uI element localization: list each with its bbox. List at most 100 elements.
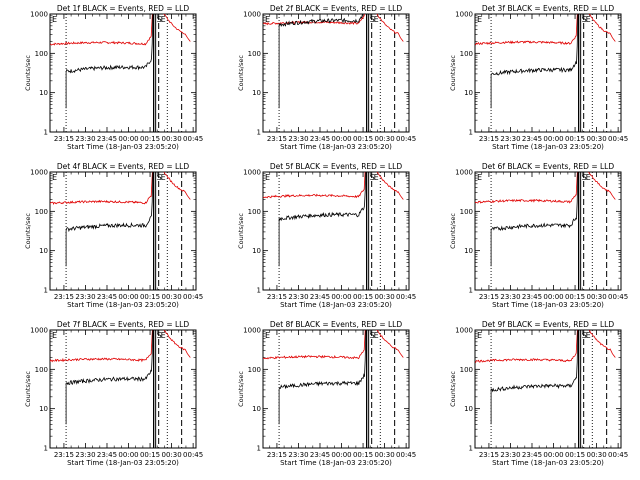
x-tick-label: 00:30 xyxy=(587,451,607,459)
panel-title: Det 3f BLACK = Events, RED = LLD xyxy=(482,4,615,13)
x-tick-label: 23:30 xyxy=(288,135,308,143)
x-axis-label: Start Time (18-Jan-03 23:05:20) xyxy=(492,143,604,151)
x-tick-label: 23:15 xyxy=(267,451,287,459)
x-axis-label: Start Time (18-Jan-03 23:05:20) xyxy=(67,459,179,467)
x-tick-label: 00:00 xyxy=(543,135,563,143)
marker-e: E xyxy=(586,331,591,340)
panel-title: Det 6f BLACK = Events, RED = LLD xyxy=(482,162,615,171)
series-events-line xyxy=(490,330,579,425)
marker-e: E xyxy=(52,173,57,182)
y-axis-label: Counts/sec xyxy=(449,55,457,91)
x-tick-label: 23:15 xyxy=(267,135,287,143)
x-tick-label: 00:45 xyxy=(608,451,628,459)
y-tick-label: 100 xyxy=(35,366,48,374)
y-axis-label: Counts/sec xyxy=(24,213,32,249)
x-tick-label: 00:15 xyxy=(353,451,373,459)
x-tick-label: 00:30 xyxy=(375,451,395,459)
series-lld-line xyxy=(475,330,578,363)
x-tick-label: 23:45 xyxy=(310,293,330,301)
x-axis-label: Start Time (18-Jan-03 23:05:20) xyxy=(280,143,392,151)
marker-e: E xyxy=(477,15,482,24)
plot-area xyxy=(50,14,191,109)
marker-e: E xyxy=(52,15,57,24)
panel-title: Det 8f BLACK = Events, RED = LLD xyxy=(270,320,403,329)
marker-s: S xyxy=(157,173,162,182)
series-lld-line xyxy=(50,14,153,46)
series-lld-tail xyxy=(163,14,191,42)
y-tick-label: 100 xyxy=(460,208,473,216)
x-tick-label: 23:15 xyxy=(479,293,499,301)
panel-title: Det 9f BLACK = Events, RED = LLD xyxy=(482,320,615,329)
plot-area xyxy=(50,330,191,425)
series-lld-tail xyxy=(376,330,404,358)
x-tick-label: 23:45 xyxy=(522,135,542,143)
marker-s: S xyxy=(370,173,375,182)
x-tick-label: 00:45 xyxy=(183,135,203,143)
marker-e: E xyxy=(265,173,270,182)
x-axis-label: Start Time (18-Jan-03 23:05:20) xyxy=(280,301,392,309)
plot-area xyxy=(263,172,404,267)
series-lld-tail xyxy=(588,14,616,42)
x-tick-label: 00:00 xyxy=(118,451,138,459)
plot-frame xyxy=(474,329,622,449)
series-lld-line xyxy=(263,330,366,360)
x-tick-label: 23:15 xyxy=(54,451,74,459)
marker-e: E xyxy=(374,15,379,24)
y-tick-label: 100 xyxy=(35,208,48,216)
x-tick-label: 00:45 xyxy=(183,293,203,301)
panel-det-6: Det 6f BLACK = Events, RED = LLD 1 10 100 10… xyxy=(449,162,628,309)
y-tick-label: 1000 xyxy=(243,11,261,19)
series-events-line xyxy=(278,172,367,267)
x-tick-label: 23:45 xyxy=(310,451,330,459)
y-axis-label: Counts/sec xyxy=(24,55,32,91)
x-tick-label: 00:15 xyxy=(353,135,373,143)
x-tick-label: 00:00 xyxy=(118,293,138,301)
series-lld-tail xyxy=(376,14,404,42)
x-tick-label: 23:30 xyxy=(75,135,95,143)
y-tick-label: 10 xyxy=(252,89,261,97)
y-axis-label: Counts/sec xyxy=(237,371,245,407)
y-tick-label: 1000 xyxy=(455,11,473,19)
y-tick-label: 1 xyxy=(257,287,261,295)
plot-frame xyxy=(49,171,197,291)
x-tick-label: 00:00 xyxy=(543,451,563,459)
series-events-line xyxy=(65,172,154,267)
marker-s: S xyxy=(157,15,162,24)
marker-e: E xyxy=(477,173,482,182)
y-tick-label: 10 xyxy=(464,89,473,97)
x-tick-label: 00:15 xyxy=(353,293,373,301)
panel-det-9: Det 9f BLACK = Events, RED = LLD 1 10 100 10… xyxy=(449,320,628,467)
x-tick-label: 00:15 xyxy=(140,135,160,143)
x-tick-label: 00:30 xyxy=(162,135,182,143)
x-tick-label: 23:45 xyxy=(522,293,542,301)
y-tick-label: 10 xyxy=(39,247,48,255)
series-events-line xyxy=(490,172,579,267)
plot-frame xyxy=(49,13,197,133)
x-tick-label: 23:30 xyxy=(75,293,95,301)
series-lld-line xyxy=(50,172,153,205)
series-lld-line xyxy=(263,172,366,199)
series-events-line xyxy=(278,14,365,109)
series-events-line xyxy=(278,330,367,425)
series-events-line xyxy=(65,14,154,109)
plot-area xyxy=(50,172,191,267)
x-tick-label: 00:15 xyxy=(140,293,160,301)
plot-frame xyxy=(474,13,622,133)
x-axis-label: Start Time (18-Jan-03 23:05:20) xyxy=(492,459,604,467)
y-tick-label: 1 xyxy=(44,129,48,137)
x-tick-label: 23:30 xyxy=(75,451,95,459)
x-tick-label: 23:30 xyxy=(500,451,520,459)
y-tick-label: 1000 xyxy=(243,327,261,335)
marker-e: E xyxy=(586,173,591,182)
y-axis-label: Counts/sec xyxy=(24,371,32,407)
panel-title: Det 2f BLACK = Events, RED = LLD xyxy=(270,4,403,13)
y-tick-label: 100 xyxy=(35,50,48,58)
plot-frame xyxy=(49,329,197,449)
panel-title: Det 1f BLACK = Events, RED = LLD xyxy=(57,4,190,13)
marker-e: E xyxy=(265,331,270,340)
panel-title: Det 4f BLACK = Events, RED = LLD xyxy=(57,162,190,171)
x-axis-label: Start Time (18-Jan-03 23:05:20) xyxy=(280,459,392,467)
y-tick-label: 1000 xyxy=(30,169,48,177)
x-tick-label: 00:00 xyxy=(331,135,351,143)
